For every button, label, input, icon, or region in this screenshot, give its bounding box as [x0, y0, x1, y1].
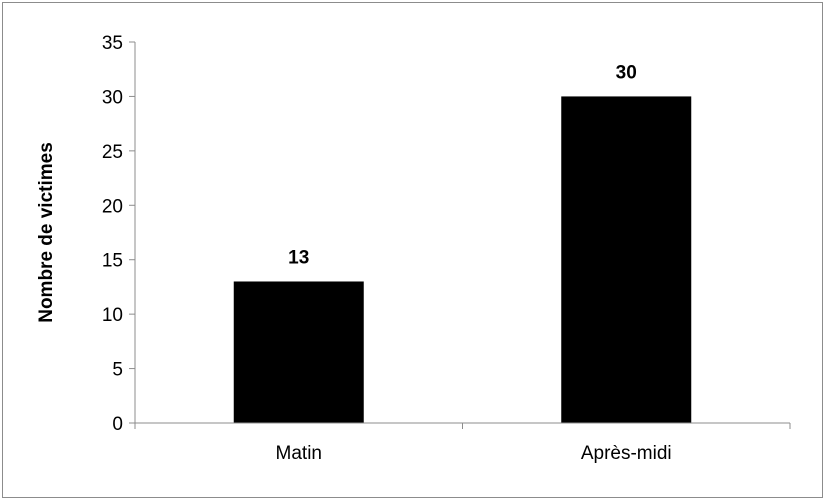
bars: [233, 96, 692, 423]
x-axis-ticks: Matin Après-midi: [134, 423, 791, 464]
y-tick-label: 10: [102, 305, 123, 326]
y-axis-title: Nombre de victimes: [36, 142, 57, 323]
data-label-2: 30: [616, 62, 637, 83]
data-labels: 13 30: [288, 62, 637, 268]
bar-2: [561, 96, 692, 423]
y-tick-label: 35: [102, 33, 123, 54]
x-category-label: Matin: [276, 443, 322, 464]
y-tick-label: 5: [112, 360, 123, 381]
y-axis-ticks: 0 5 10 15 20 25 30 35: [102, 33, 135, 435]
y-tick-label: 0: [112, 414, 123, 435]
y-tick-label: 25: [102, 142, 123, 163]
y-tick-label: 30: [102, 87, 123, 108]
x-category-label: Après-midi: [581, 443, 672, 464]
y-tick-label: 20: [102, 196, 123, 217]
bar-1: [233, 281, 364, 423]
y-tick-label: 15: [102, 251, 123, 272]
data-label-1: 13: [288, 247, 309, 268]
